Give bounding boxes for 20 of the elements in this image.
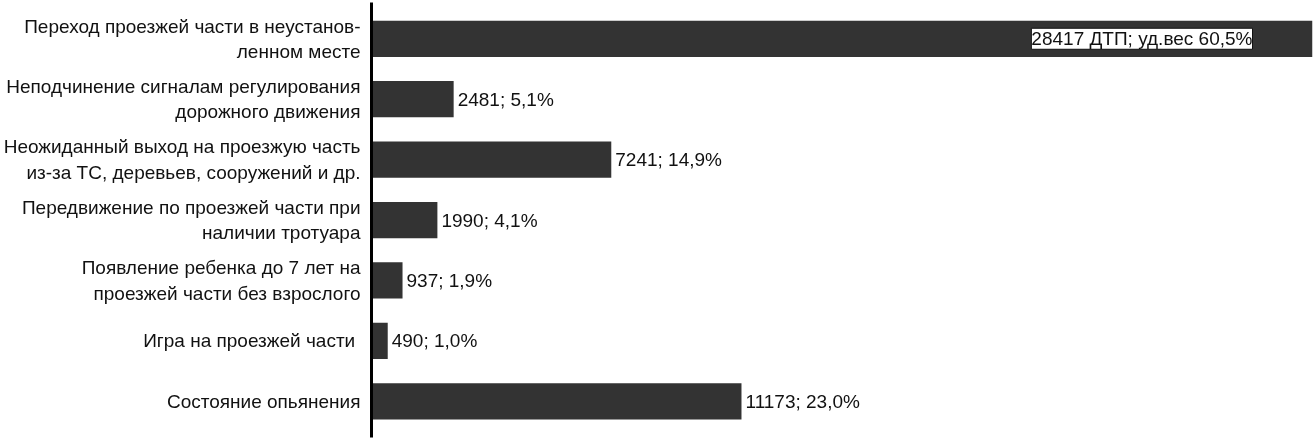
data-label: 1990; 4,1% — [441, 209, 538, 231]
y-tick-label: Переход проезжей части в неустанов- ленном месте — [24, 15, 361, 62]
data-label: 11173; 23,0% — [745, 390, 861, 412]
y-tick-label: Передвижение по проезжей части при наличии тротуара — [21, 196, 361, 244]
data-label: 2481; 5,1% — [457, 88, 554, 110]
y-tick-label: Состояние опьянения — [166, 390, 361, 412]
bar — [371, 322, 388, 359]
bar — [371, 262, 403, 299]
bar — [371, 383, 742, 420]
data-label: 490; 1,0% — [391, 330, 478, 352]
y-tick-label: Появление ребенка до 7 лет на проезжей части без взрослого — [81, 257, 361, 304]
bar — [371, 81, 454, 118]
bar — [371, 201, 438, 239]
y-tick-label: Неожиданный выход на проезжую часть из-за ТС, деревьев, сооружений и др. — [3, 136, 361, 183]
y-tick-label: Неподчинение сигналам регулирования дорожного движения — [6, 76, 361, 123]
data-label: 28417 ДТП; уд.вес 60,5% — [1031, 28, 1253, 50]
bar — [371, 141, 612, 178]
y-tick-label: Игра на проезжей части — [143, 330, 356, 352]
data-label: 7241; 14,9% — [615, 149, 723, 171]
data-label: 937; 1,9% — [406, 269, 493, 291]
